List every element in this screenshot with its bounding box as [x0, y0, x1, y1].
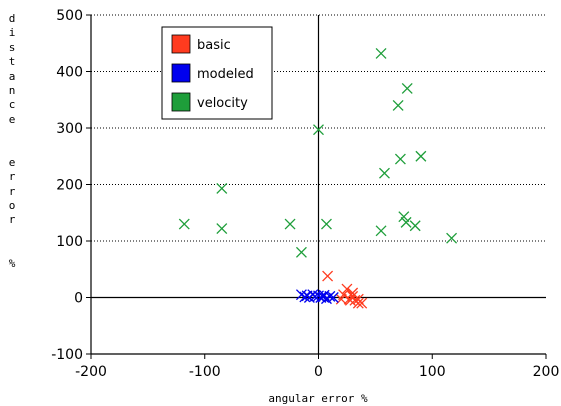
- point-modeled: [321, 293, 332, 305]
- x-tick-label: -100: [189, 364, 221, 380]
- y-tick-label: 500: [56, 8, 83, 24]
- point-velocity: [313, 124, 324, 136]
- x-tick-label: 100: [419, 364, 446, 380]
- x-tick-label: 0: [314, 364, 323, 380]
- point-velocity: [284, 218, 296, 230]
- point-velocity: [409, 220, 421, 232]
- y-axis-label-char: t: [8, 55, 16, 69]
- x-tick-label: 200: [533, 364, 560, 380]
- point-basic: [356, 297, 368, 309]
- y-tick-label: 300: [56, 121, 83, 137]
- y-tick-label: 100: [56, 234, 83, 250]
- point-velocity: [375, 225, 387, 237]
- point-velocity: [446, 232, 458, 244]
- y-axis-label-char: n: [8, 83, 16, 97]
- legend-swatch-velocity: [171, 92, 191, 112]
- y-tick-label: 400: [56, 65, 83, 81]
- point-basic: [322, 270, 334, 282]
- point-velocity: [321, 218, 332, 230]
- point-velocity: [415, 150, 427, 162]
- axes: [86, 14, 547, 359]
- point-velocity: [379, 167, 390, 179]
- x-axis-label: angular error %: [268, 392, 368, 405]
- legend-label-velocity: velocity: [197, 96, 248, 111]
- point-velocity: [400, 216, 412, 228]
- legend-swatch-modeled: [171, 63, 191, 83]
- point-velocity: [375, 47, 387, 59]
- point-velocity: [394, 153, 406, 165]
- y-axis-label-char: i: [8, 26, 16, 40]
- legend: basic modeled velocity: [161, 26, 273, 120]
- legend-swatch-basic: [171, 34, 191, 54]
- y-axis-label-char: a: [8, 69, 16, 83]
- y-axis-label-char: r: [8, 184, 16, 198]
- point-velocity: [392, 99, 404, 111]
- legend-label-basic: basic: [197, 38, 231, 53]
- y-axis-label-char: s: [8, 40, 16, 54]
- y-axis-label-char: o: [8, 199, 16, 213]
- point-velocity: [295, 246, 307, 258]
- y-tick-label: 0: [74, 291, 83, 307]
- y-tick-label: -100: [51, 347, 83, 363]
- point-velocity: [216, 182, 228, 194]
- x-tick-label: -200: [75, 364, 107, 380]
- y-axis-label-char: e: [8, 155, 16, 169]
- y-axis-label-char: d: [8, 12, 16, 25]
- y-axis-label-char: r: [8, 170, 16, 184]
- point-velocity: [398, 211, 410, 223]
- point-velocity: [401, 82, 413, 94]
- point-modeled: [299, 291, 311, 303]
- point-modeled: [317, 291, 329, 303]
- point-modeled: [327, 292, 339, 303]
- point-velocity: [178, 218, 190, 230]
- point-basic: [347, 290, 359, 302]
- point-basic: [352, 297, 364, 309]
- y-axis-label-char: r: [8, 213, 16, 227]
- y-axis-label-char: c: [8, 98, 16, 112]
- data-points: [178, 47, 458, 309]
- y-axis-label-char: %: [8, 256, 16, 270]
- point-basic: [341, 283, 353, 295]
- legend-label-modeled: modeled: [197, 67, 254, 82]
- y-axis-label-char: e: [8, 112, 16, 126]
- point-velocity: [216, 223, 228, 235]
- y-axis-label: d i s t a n c e e r r o r%: [6, 12, 18, 271]
- y-tick-label: 200: [56, 178, 83, 194]
